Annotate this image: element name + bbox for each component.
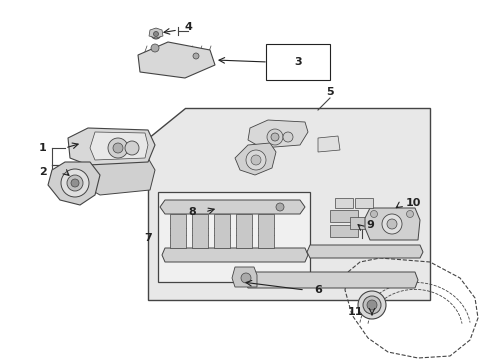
Circle shape (283, 132, 292, 142)
Circle shape (153, 32, 158, 36)
FancyBboxPatch shape (265, 44, 329, 80)
Circle shape (275, 203, 284, 211)
Bar (158, 192, 309, 282)
Text: 5: 5 (325, 87, 333, 97)
Polygon shape (329, 225, 357, 237)
Polygon shape (162, 248, 307, 262)
Polygon shape (231, 267, 257, 287)
Polygon shape (170, 214, 185, 248)
Circle shape (193, 53, 199, 59)
Polygon shape (364, 208, 419, 240)
Polygon shape (138, 42, 215, 78)
Circle shape (270, 133, 279, 141)
Circle shape (266, 129, 283, 145)
Circle shape (245, 150, 265, 170)
Polygon shape (90, 132, 148, 160)
Circle shape (151, 29, 161, 39)
Polygon shape (68, 128, 155, 165)
Circle shape (151, 44, 159, 52)
Circle shape (241, 273, 250, 283)
Polygon shape (306, 245, 422, 258)
Polygon shape (244, 272, 417, 288)
Polygon shape (334, 198, 352, 208)
Polygon shape (349, 217, 377, 229)
Polygon shape (48, 162, 100, 205)
Circle shape (250, 155, 261, 165)
Polygon shape (258, 214, 273, 248)
Text: 9: 9 (366, 220, 373, 230)
Text: 7: 7 (144, 233, 152, 243)
Circle shape (406, 211, 413, 217)
Text: 2: 2 (39, 167, 47, 177)
Text: 3: 3 (294, 57, 301, 67)
Polygon shape (148, 108, 429, 300)
Circle shape (362, 296, 380, 314)
Circle shape (370, 211, 377, 217)
Circle shape (71, 179, 79, 187)
Text: 4: 4 (183, 22, 192, 32)
Polygon shape (236, 214, 251, 248)
Polygon shape (160, 200, 305, 214)
Polygon shape (214, 214, 229, 248)
Text: 8: 8 (188, 207, 196, 217)
Circle shape (357, 291, 385, 319)
Polygon shape (354, 198, 372, 208)
Circle shape (386, 219, 396, 229)
Polygon shape (192, 214, 207, 248)
Polygon shape (80, 158, 155, 195)
Polygon shape (235, 143, 275, 175)
Polygon shape (329, 210, 357, 222)
Circle shape (366, 300, 376, 310)
Text: 1: 1 (39, 143, 47, 153)
Circle shape (125, 141, 139, 155)
Circle shape (108, 138, 128, 158)
Text: 6: 6 (313, 285, 321, 295)
Polygon shape (317, 136, 339, 152)
Polygon shape (247, 120, 307, 148)
Circle shape (61, 169, 89, 197)
Circle shape (113, 143, 123, 153)
Circle shape (67, 175, 83, 191)
Circle shape (381, 214, 401, 234)
Text: 11: 11 (346, 307, 362, 317)
Text: 10: 10 (405, 198, 420, 208)
Polygon shape (149, 28, 163, 38)
